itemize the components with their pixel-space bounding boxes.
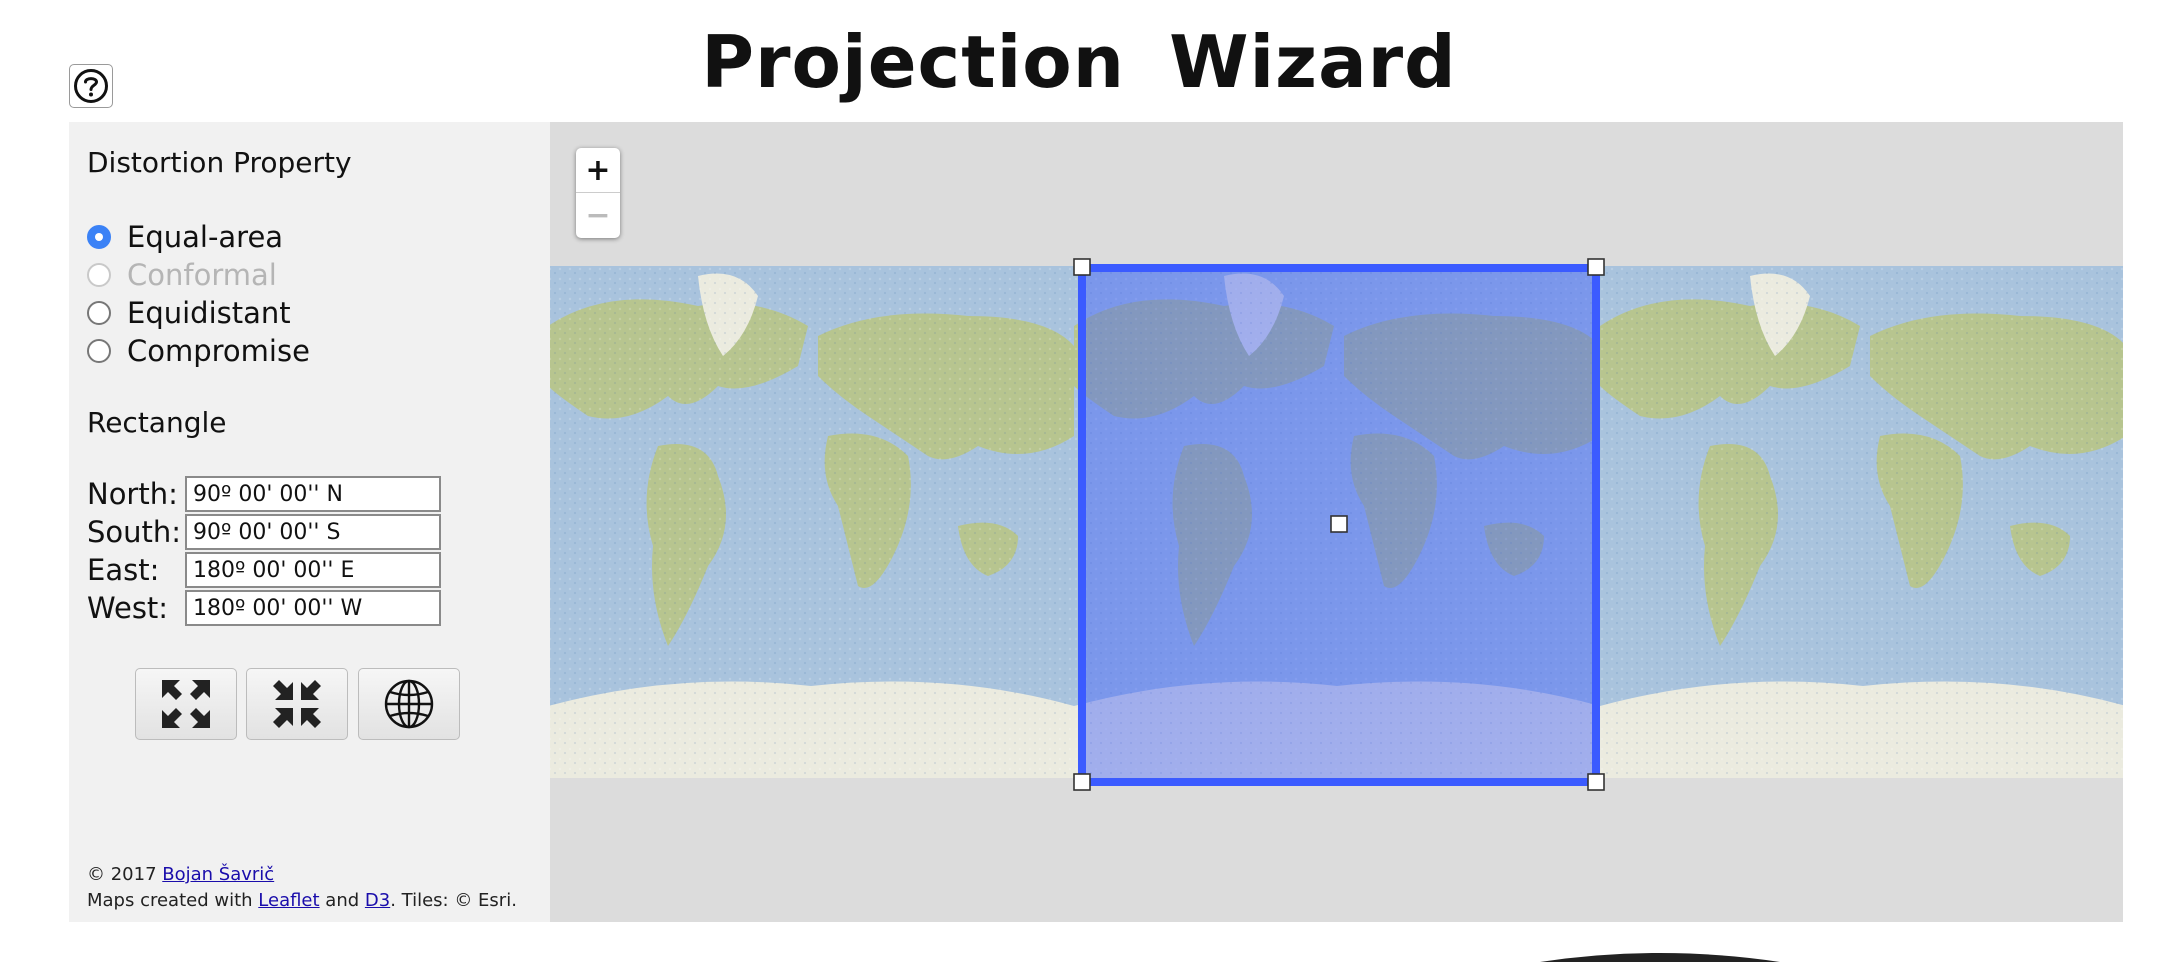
corner-handle-nw[interactable] <box>1073 258 1091 276</box>
zoom-in-button[interactable]: + <box>585 152 611 188</box>
leaflet-link[interactable]: Leaflet <box>258 890 320 911</box>
copyright-text: © 2017 <box>87 864 163 885</box>
page-bottom <box>0 922 2158 962</box>
help-button[interactable] <box>69 64 113 108</box>
radio-label: Compromise <box>127 334 310 368</box>
copyright-line: © 2017 Bojan Šavrič <box>87 864 274 885</box>
question-circle-icon <box>74 69 108 103</box>
credits-line: Maps created with Leaflet and D3. Tiles:… <box>87 890 517 911</box>
radio-button-disabled <box>87 263 111 287</box>
tiles-credit-text: . Tiles: © Esri. <box>390 890 517 911</box>
sidebar-panel: Distortion Property Equal-area Conformal… <box>69 122 550 922</box>
map-canvas[interactable] <box>550 122 2123 922</box>
d3-link[interactable]: D3 <box>364 890 391 911</box>
corner-handle-sw[interactable] <box>1073 773 1091 791</box>
credits-text: Maps created with <box>87 890 259 911</box>
and-text: and <box>319 890 365 911</box>
distortion-heading: Distortion Property <box>87 146 352 179</box>
map-view[interactable]: + − <box>550 122 2123 922</box>
world-extent-button[interactable] <box>358 668 460 740</box>
map-tile-west <box>550 266 1074 778</box>
radio-compromise[interactable]: Compromise <box>87 333 310 369</box>
radio-equidistant[interactable]: Equidistant <box>87 295 291 331</box>
zoom-out-button[interactable]: − <box>576 192 620 238</box>
radio-label: Conformal <box>127 258 277 292</box>
expand-arrows-icon <box>162 680 210 728</box>
radio-button-checked[interactable] <box>87 225 111 249</box>
center-handle[interactable] <box>1330 515 1348 533</box>
rectangle-heading: Rectangle <box>87 406 227 439</box>
globe-icon <box>384 679 434 729</box>
south-label: South: <box>87 515 182 549</box>
north-label: North: <box>87 477 178 511</box>
radio-button[interactable] <box>87 339 111 363</box>
corner-handle-se[interactable] <box>1587 773 1605 791</box>
west-label: West: <box>87 591 169 625</box>
west-input[interactable] <box>185 590 441 626</box>
radio-conformal: Conformal <box>87 257 277 293</box>
collapse-arrows-icon <box>273 680 321 728</box>
collapse-extent-button[interactable] <box>246 668 348 740</box>
zoom-control: + − <box>576 148 620 238</box>
south-input[interactable] <box>185 514 441 550</box>
radio-label: Equal-area <box>127 220 284 254</box>
author-link[interactable]: Bojan Šavrič <box>162 864 275 885</box>
projection-preview-edge <box>1540 953 1780 962</box>
map-tile-east <box>1600 266 2123 778</box>
expand-extent-button[interactable] <box>135 668 237 740</box>
radio-equal-area[interactable]: Equal-area <box>87 219 283 255</box>
east-input[interactable] <box>185 552 441 588</box>
radio-button[interactable] <box>87 301 111 325</box>
north-input[interactable] <box>185 476 441 512</box>
east-label: East: <box>87 553 160 587</box>
radio-label: Equidistant <box>127 296 291 330</box>
corner-handle-ne[interactable] <box>1587 258 1605 276</box>
page-title: Projection Wizard <box>701 20 1457 104</box>
